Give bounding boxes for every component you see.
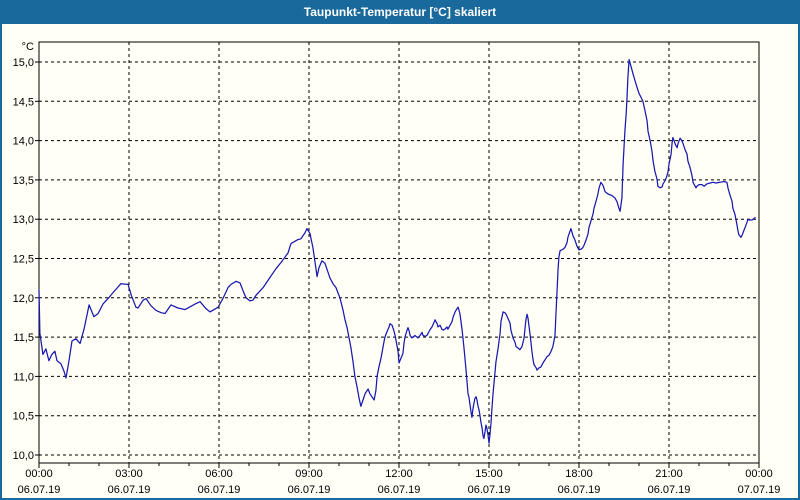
x-tick-time-label: 06:00 <box>205 468 233 480</box>
y-tick-label: 13,0 <box>13 214 34 226</box>
y-tick-label: 12,5 <box>13 254 34 266</box>
x-tick-date-label: 06.07.19 <box>288 484 331 496</box>
x-tick-date-label: 06.07.19 <box>108 484 151 496</box>
dewpoint-series-line <box>38 58 756 444</box>
x-tick-date-label: 06.07.19 <box>648 484 691 496</box>
x-tick-time-label: 00:00 <box>745 468 773 480</box>
x-tick-date-label: 06.07.19 <box>558 484 601 496</box>
y-tick-label: 13,5 <box>13 175 34 187</box>
y-tick-label: 12,0 <box>13 293 34 305</box>
y-tick-label: 14,0 <box>13 136 34 148</box>
x-tick-date-label: 06.07.19 <box>378 484 421 496</box>
y-tick-label: 10,5 <box>13 411 34 423</box>
gridlines <box>39 42 759 463</box>
x-tick-date-label: 06.07.19 <box>198 484 241 496</box>
x-tick-time-label: 21:00 <box>655 468 683 480</box>
window-title-bar: Taupunkt-Temperatur [°C] skaliert <box>2 2 798 24</box>
x-tick-date-label: 06.07.19 <box>18 484 61 496</box>
y-tick-label: 14,5 <box>13 96 34 108</box>
x-tick-date-label: 06.07.19 <box>468 484 511 496</box>
axis-labels: 15,0 14,5 14,0 13,5 13,0 12,5 12,0 11,5 11,0 10,5… <box>13 41 781 496</box>
axis-ticks <box>35 61 760 468</box>
window-title: Taupunkt-Temperatur [°C] skaliert <box>303 5 497 19</box>
x-tick-time-label: 09:00 <box>295 468 323 480</box>
y-tick-label: 11,5 <box>13 332 34 344</box>
y-tick-label: 15,0 <box>13 57 34 69</box>
x-tick-date-label: 07.07.19 <box>738 484 781 496</box>
x-tick-time-label: 03:00 <box>115 468 143 480</box>
x-tick-time-label: 00:00 <box>25 468 53 480</box>
x-tick-time-label: 12:00 <box>385 468 413 480</box>
y-axis-unit-label: °C <box>22 41 34 53</box>
y-tick-label: 10,0 <box>13 450 34 462</box>
y-tick-label: 11,0 <box>13 371 34 383</box>
x-tick-time-label: 15:00 <box>475 468 503 480</box>
x-tick-time-label: 18:00 <box>565 468 593 480</box>
